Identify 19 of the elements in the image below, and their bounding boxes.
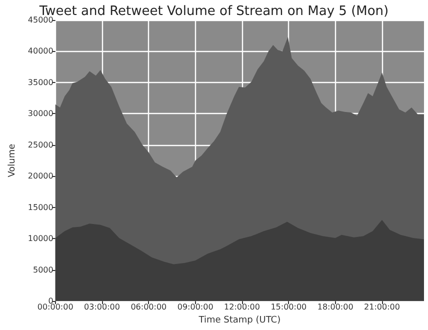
y-tick-label: 35000 <box>28 78 54 87</box>
x-tick-label: 15:00:00 <box>270 302 307 312</box>
y-tick-label: 10000 <box>28 234 54 244</box>
x-tick-label: 12:00:00 <box>224 302 260 312</box>
y-tick-label: 15000 <box>28 202 54 212</box>
x-tick-label: 09:00:00 <box>177 302 214 312</box>
x-tick-label: 21:00:00 <box>364 302 400 312</box>
y-tick-label: 5000 <box>32 265 54 274</box>
x-tick-label: 06:00:00 <box>130 302 167 312</box>
x-tick-label: 03:00:00 <box>84 302 120 312</box>
x-tick-label: 18:00:00 <box>317 302 354 312</box>
y-tick-label: 30000 <box>28 109 54 118</box>
y-tick-label: 25000 <box>28 140 54 150</box>
x-tick-label: 00:00:00 <box>37 302 74 312</box>
y-tick-label: 20000 <box>28 172 54 181</box>
y-tick-label: 40000 <box>28 46 54 56</box>
y-axis-title: Volume <box>8 143 18 178</box>
y-tick-label: 45000 <box>28 16 54 24</box>
x-axis-title: Time Stamp (UTC) <box>198 316 281 326</box>
